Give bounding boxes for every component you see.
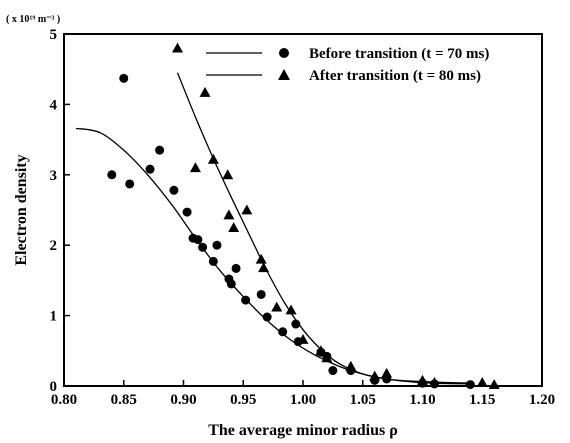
fit-curve-after — [176, 72, 471, 384]
x-tick-label: 0.85 — [111, 392, 137, 408]
y-axis-title: Electron density — [13, 154, 30, 265]
legend-label-before: Before transition (t = 70 ms) — [309, 46, 489, 62]
y-tick-label: 0 — [50, 379, 58, 395]
data-point-after — [345, 360, 357, 371]
data-point-after — [488, 379, 500, 389]
data-point-before — [119, 73, 129, 83]
x-tick-label: 1.20 — [529, 392, 555, 408]
data-point-before — [155, 145, 165, 155]
data-point-before — [198, 242, 208, 252]
y-axis-ticks: 0 1 2 3 4 5 — [50, 27, 70, 395]
legend: Before transition (t = 70 ms) After tran… — [206, 46, 489, 84]
data-point-after — [241, 204, 253, 215]
fit-curves — [75, 72, 471, 385]
plot-frame — [63, 33, 543, 387]
data-point-after — [381, 367, 393, 378]
legend-marker-triangle — [278, 69, 290, 80]
y-tick-label: 5 — [50, 27, 58, 43]
data-point-after — [417, 374, 428, 385]
y-tick-label: 1 — [50, 309, 58, 325]
data-point-after — [223, 209, 235, 220]
data-point-after — [199, 86, 211, 97]
data-point-before — [208, 256, 218, 266]
data-points — [107, 42, 500, 390]
y-tick-label: 3 — [50, 168, 58, 184]
legend-marker-circle — [279, 48, 289, 58]
data-point-before — [328, 366, 338, 376]
data-point-before — [169, 185, 179, 195]
data-point-before — [256, 289, 266, 299]
x-tick-label: 0.95 — [230, 392, 256, 408]
x-tick-label: 0.80 — [51, 392, 77, 408]
data-point-before — [212, 240, 222, 250]
x-tick-label: 1.15 — [469, 392, 495, 408]
y-tick-label: 4 — [50, 97, 58, 113]
data-point-after — [228, 222, 240, 232]
data-point-before — [107, 170, 117, 180]
data-point-after — [255, 253, 267, 264]
x-axis-title: The average minor radius ρ — [208, 422, 398, 439]
x-tick-label: 1.05 — [350, 392, 376, 408]
x-axis-ticks: 0.80 0.85 0.90 0.95 1.00 1.05 1.10 1.15 1.20 — [51, 380, 555, 408]
data-point-after — [476, 376, 488, 387]
data-point-after — [285, 304, 297, 315]
data-point-after — [297, 334, 309, 344]
y-tick-label: 2 — [50, 238, 58, 254]
data-point-after — [315, 345, 327, 356]
data-point-after — [321, 352, 333, 363]
data-point-before — [241, 295, 251, 305]
x-tick-label: 0.90 — [170, 392, 196, 408]
data-point-before — [125, 179, 135, 189]
legend-label-after: After transition (t = 80 ms) — [309, 68, 481, 84]
data-point-before — [226, 279, 236, 289]
data-point-after — [271, 301, 283, 312]
x-tick-label: 1.00 — [290, 392, 316, 408]
data-point-after — [172, 42, 184, 53]
data-point-before — [278, 327, 288, 337]
data-point-before — [182, 207, 192, 217]
x-tick-label: 1.10 — [409, 392, 435, 408]
data-point-after — [258, 262, 270, 273]
data-point-before — [262, 312, 272, 322]
data-point-after — [189, 162, 201, 173]
data-point-after — [369, 370, 381, 381]
data-point-before — [145, 164, 155, 174]
data-point-before — [465, 380, 475, 390]
data-point-after — [207, 153, 219, 164]
data-point-before — [291, 319, 301, 329]
y-unit-note: ( x 10¹⁹ m⁻³ ) — [6, 14, 60, 25]
data-point-before — [231, 263, 241, 273]
data-point-after — [428, 376, 440, 387]
data-point-after — [222, 169, 234, 180]
data-point-before — [193, 235, 203, 245]
fit-curve-before — [75, 127, 471, 385]
